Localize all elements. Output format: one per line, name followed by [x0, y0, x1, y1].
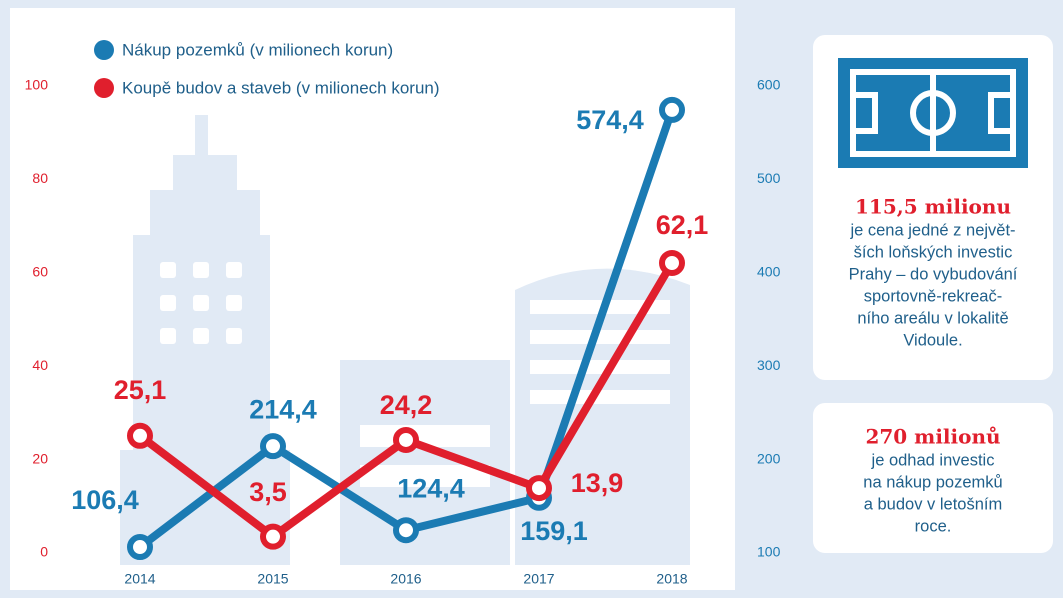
y2-tick-label: 200	[757, 450, 781, 466]
y2-tick-label: 300	[757, 357, 781, 373]
card-text: ších loňských investic	[854, 243, 1013, 261]
legend-marker	[94, 40, 114, 60]
card-text: roce.	[915, 517, 952, 535]
card-text: sportovně-rekreač-	[864, 287, 1002, 305]
card-text: na nákup pozemků	[863, 473, 1002, 491]
data-point	[130, 537, 150, 557]
y2-tick-label: 400	[757, 264, 781, 280]
value-label: 24,2	[380, 390, 433, 420]
card-headline: 115,5 milionu	[855, 195, 1011, 219]
y-tick-label: 60	[32, 264, 48, 280]
x-tick-label: 2016	[390, 571, 421, 587]
legend-label: Koupě budov a staveb (v milionech korun)	[122, 78, 440, 97]
card-headline: 270 milionů	[865, 425, 1000, 449]
data-point	[396, 430, 416, 450]
y2-tick-label: 600	[757, 77, 781, 93]
y2-tick-label: 500	[757, 170, 781, 186]
y-tick-label: 40	[32, 357, 48, 373]
x-tick-label: 2015	[257, 571, 288, 587]
data-point	[396, 520, 416, 540]
value-label: 13,9	[571, 468, 624, 498]
x-tick-label: 2014	[124, 571, 155, 587]
data-point	[263, 527, 283, 547]
legend-marker	[94, 78, 114, 98]
card-text: je odhad investic	[871, 451, 995, 469]
value-label: 3,5	[249, 477, 287, 507]
value-label: 62,1	[656, 210, 709, 240]
card-text: je cena jedné z největ-	[849, 221, 1015, 239]
y-tick-label: 0	[40, 544, 48, 560]
card-text: a budov v letošním	[864, 495, 1003, 513]
x-tick-label: 2017	[523, 571, 554, 587]
value-label: 574,4	[576, 105, 644, 135]
legend-label: Nákup pozemků (v milionech korun)	[122, 40, 393, 59]
value-label: 106,4	[71, 485, 139, 515]
value-label: 25,1	[114, 375, 167, 405]
data-point	[529, 478, 549, 498]
y2-tick-label: 100	[757, 544, 781, 560]
value-label: 159,1	[520, 516, 588, 546]
y-tick-label: 20	[32, 450, 48, 466]
x-tick-label: 2018	[656, 571, 687, 587]
football-pitch-icon	[838, 58, 1028, 168]
chart: 0 20 40 60 80 100 100 200 300 400 500 600 2014 2015 20…	[0, 0, 1063, 598]
value-label: 214,4	[249, 394, 317, 424]
y-tick-label: 80	[32, 170, 48, 186]
data-point	[662, 100, 682, 120]
value-label: 124,4	[397, 473, 465, 503]
data-point	[130, 426, 150, 446]
y-tick-label: 100	[25, 77, 49, 93]
card-text: Vidoule.	[903, 331, 962, 349]
card-text: Prahy – do vybudování	[849, 265, 1018, 283]
card-text: ního areálu v lokalitě	[857, 309, 1008, 327]
data-point	[662, 253, 682, 273]
data-point	[263, 436, 283, 456]
